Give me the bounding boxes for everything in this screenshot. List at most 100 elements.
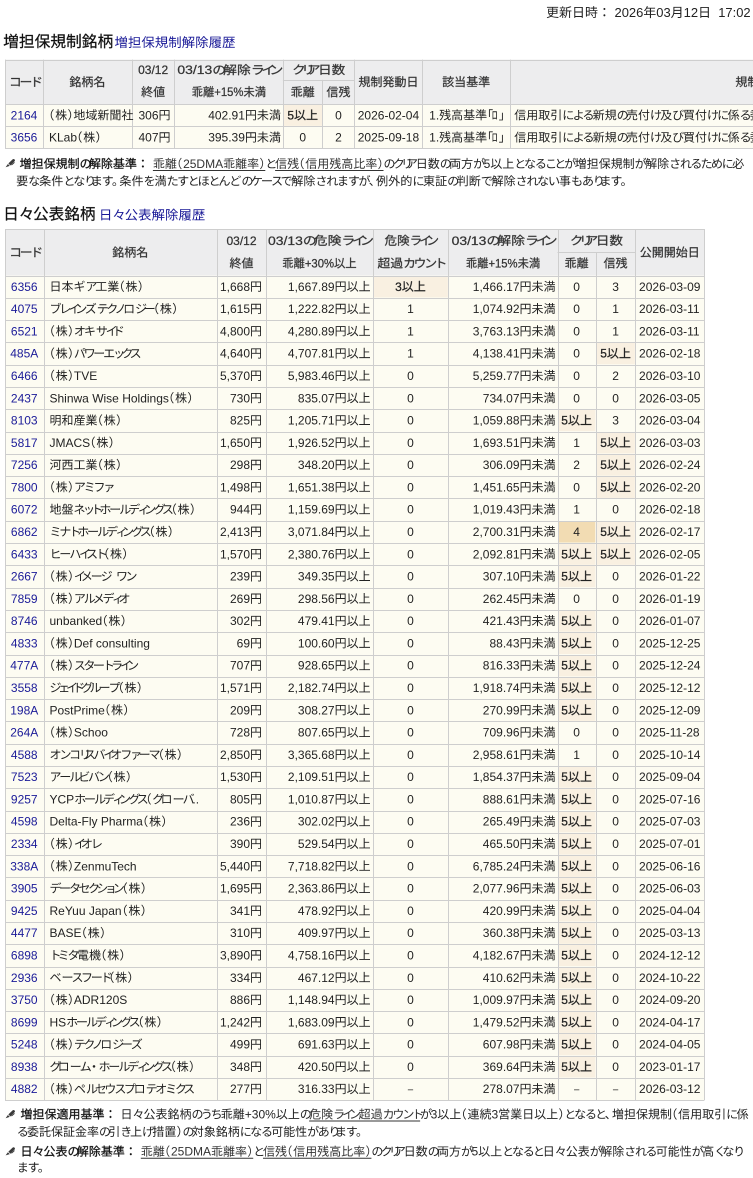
svg-text:209: 209 bbox=[230, 703, 250, 717]
svg-text:4,758.16: 4,758.16 bbox=[288, 948, 335, 962]
svg-text:390: 390 bbox=[230, 837, 250, 851]
svg-text:7,718.82: 7,718.82 bbox=[288, 859, 335, 873]
svg-text:2026-03-09: 2026-03-09 bbox=[639, 280, 701, 294]
svg-text:2026-03-11: 2026-03-11 bbox=[639, 324, 700, 338]
svg-text:4833: 4833 bbox=[11, 636, 38, 650]
svg-text:1,667.89: 1,667.89 bbox=[288, 280, 335, 294]
svg-text:4,138.41: 4,138.41 bbox=[473, 347, 520, 361]
svg-text:+30%: +30% bbox=[305, 257, 334, 270]
svg-text:2026-01-22: 2026-01-22 bbox=[639, 570, 701, 584]
svg-text:5: 5 bbox=[600, 480, 607, 494]
svg-text:2026-03-12: 2026-03-12 bbox=[639, 1082, 701, 1096]
svg-text:2025-07-16: 2025-07-16 bbox=[639, 792, 701, 806]
svg-text:5: 5 bbox=[561, 414, 568, 428]
svg-text:3656: 3656 bbox=[11, 131, 38, 145]
svg-text:730: 730 bbox=[230, 391, 250, 405]
svg-text:3558: 3558 bbox=[11, 681, 38, 695]
svg-text:5,370: 5,370 bbox=[220, 369, 250, 383]
svg-text:2025-09-18: 2025-09-18 bbox=[358, 131, 420, 145]
svg-text:2026-03-10: 2026-03-10 bbox=[639, 369, 701, 383]
svg-text:Def consulting: Def consulting bbox=[74, 636, 150, 650]
svg-text:2667: 2667 bbox=[11, 570, 38, 584]
svg-text:HS: HS bbox=[50, 1015, 67, 1029]
svg-text:2: 2 bbox=[573, 458, 580, 472]
svg-text:5: 5 bbox=[287, 108, 294, 122]
svg-text:6433: 6433 bbox=[11, 547, 38, 561]
svg-text:2025-07-03: 2025-07-03 bbox=[639, 815, 701, 829]
svg-text:0: 0 bbox=[573, 592, 580, 606]
svg-text:410.62: 410.62 bbox=[483, 971, 520, 985]
svg-text:5: 5 bbox=[561, 659, 568, 673]
svg-text:1: 1 bbox=[612, 302, 619, 316]
svg-text:2025-07-01: 2025-07-01 bbox=[639, 837, 701, 851]
svg-text:100.60: 100.60 bbox=[298, 636, 335, 650]
svg-text:0: 0 bbox=[612, 926, 619, 940]
svg-text:2026-01-19: 2026-01-19 bbox=[639, 592, 701, 606]
svg-text:1,615: 1,615 bbox=[220, 302, 250, 316]
svg-text:1,683.09: 1,683.09 bbox=[288, 1015, 335, 1029]
svg-text:3,763.13: 3,763.13 bbox=[473, 324, 520, 338]
svg-text:1,530: 1,530 bbox=[220, 770, 250, 784]
svg-text:3: 3 bbox=[612, 280, 619, 294]
svg-text:236: 236 bbox=[230, 815, 250, 829]
svg-text:0: 0 bbox=[407, 681, 414, 695]
svg-text:4,280.89: 4,280.89 bbox=[288, 324, 335, 338]
svg-text:816.33: 816.33 bbox=[483, 659, 520, 673]
svg-text:88.43: 88.43 bbox=[489, 636, 519, 650]
svg-text:270.99: 270.99 bbox=[483, 703, 520, 717]
svg-text:691.63: 691.63 bbox=[298, 1038, 335, 1052]
svg-text:5,440: 5,440 bbox=[220, 859, 250, 873]
svg-text:1,650: 1,650 bbox=[220, 436, 250, 450]
svg-text:2,182.74: 2,182.74 bbox=[288, 681, 335, 695]
svg-text:7523: 7523 bbox=[11, 770, 38, 784]
svg-text:0: 0 bbox=[407, 948, 414, 962]
svg-text:529.54: 529.54 bbox=[298, 837, 335, 851]
svg-text:0: 0 bbox=[407, 525, 414, 539]
svg-text:2026-02-04: 2026-02-04 bbox=[358, 108, 420, 122]
svg-text:0: 0 bbox=[612, 770, 619, 784]
svg-text:1,148.94: 1,148.94 bbox=[288, 993, 335, 1007]
svg-text:265.49: 265.49 bbox=[483, 815, 520, 829]
svg-text:0: 0 bbox=[407, 503, 414, 517]
svg-text:1,854.37: 1,854.37 bbox=[473, 770, 520, 784]
svg-text:+15%: +15% bbox=[488, 257, 517, 270]
svg-text:0: 0 bbox=[407, 792, 414, 806]
svg-text:307.10: 307.10 bbox=[483, 570, 520, 584]
svg-text:5: 5 bbox=[561, 547, 568, 561]
svg-text:2025-03-13: 2025-03-13 bbox=[639, 926, 701, 940]
svg-text:198A: 198A bbox=[10, 703, 38, 717]
svg-text:5: 5 bbox=[561, 993, 568, 1007]
svg-text:835.07: 835.07 bbox=[298, 391, 335, 405]
svg-text:349.35: 349.35 bbox=[298, 570, 335, 584]
svg-text:1,010.87: 1,010.87 bbox=[288, 792, 335, 806]
svg-text:0: 0 bbox=[612, 659, 619, 673]
svg-text:25DMA: 25DMA bbox=[183, 157, 223, 171]
svg-text:348.20: 348.20 bbox=[298, 458, 335, 472]
svg-text:0: 0 bbox=[612, 1060, 619, 1074]
svg-text:1,918.74: 1,918.74 bbox=[473, 681, 520, 695]
svg-text:5: 5 bbox=[484, 157, 491, 171]
svg-text:2,363.86: 2,363.86 bbox=[288, 882, 335, 896]
svg-text:316.33: 316.33 bbox=[298, 1082, 335, 1096]
svg-text:1,466.17: 1,466.17 bbox=[473, 280, 520, 294]
svg-text:4477: 4477 bbox=[11, 926, 38, 940]
svg-text:477A: 477A bbox=[10, 659, 38, 673]
svg-text:5: 5 bbox=[600, 458, 607, 472]
svg-text:5: 5 bbox=[561, 904, 568, 918]
svg-text:2026-02-17: 2026-02-17 bbox=[639, 525, 701, 539]
svg-text:0: 0 bbox=[407, 414, 414, 428]
svg-text:278.07: 278.07 bbox=[483, 1082, 520, 1096]
svg-text:499: 499 bbox=[230, 1038, 250, 1052]
svg-text:2024-04-17: 2024-04-17 bbox=[639, 1015, 701, 1029]
svg-text:2,109.51: 2,109.51 bbox=[288, 770, 335, 784]
svg-text:409.97: 409.97 bbox=[298, 926, 335, 940]
svg-text:6,785.24: 6,785.24 bbox=[473, 859, 520, 873]
svg-text:2164: 2164 bbox=[11, 108, 38, 122]
svg-text:..: .. bbox=[192, 792, 199, 806]
svg-text:2025-12-12: 2025-12-12 bbox=[639, 681, 701, 695]
svg-text:1: 1 bbox=[573, 436, 580, 450]
svg-text:1,651.38: 1,651.38 bbox=[288, 480, 335, 494]
svg-text:2026-03-03: 2026-03-03 bbox=[639, 436, 701, 450]
svg-text:0: 0 bbox=[573, 280, 580, 294]
svg-text:3: 3 bbox=[612, 414, 619, 428]
